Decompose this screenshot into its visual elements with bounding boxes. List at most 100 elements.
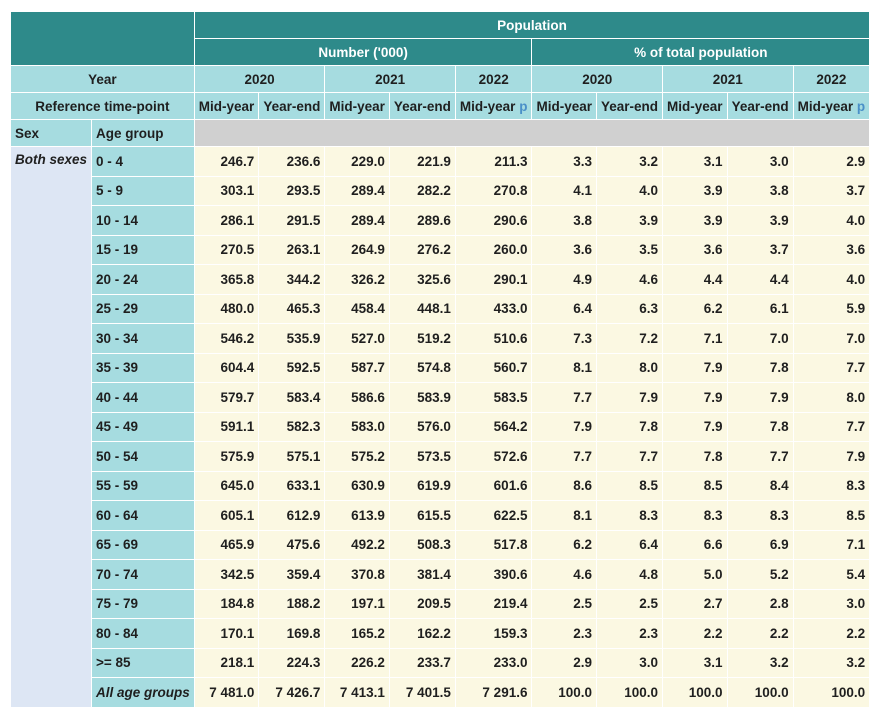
table-row: 70 - 74 342.5 359.4 370.8 381.4 390.6 4.6 4.8 5.… xyxy=(11,560,870,589)
age-group-cell: 30 - 34 xyxy=(92,324,194,353)
percent-cell: 7.9 xyxy=(663,353,727,382)
number-cell: 260.0 xyxy=(455,235,532,264)
number-cell: 575.1 xyxy=(259,442,325,471)
percent-cell: 6.9 xyxy=(727,530,793,559)
number-cell: 169.8 xyxy=(259,619,325,648)
percent-cell: 7.8 xyxy=(663,442,727,471)
number-cell: 291.5 xyxy=(259,206,325,235)
ref-point-label: Mid-year xyxy=(459,98,516,114)
ref-point: Year-end xyxy=(389,93,455,119)
percent-cell: 7.9 xyxy=(532,412,596,441)
number-cell: 433.0 xyxy=(455,294,532,323)
number-cell: 325.6 xyxy=(389,265,455,294)
number-cell: 246.7 xyxy=(194,147,259,176)
ref-point: Year-end xyxy=(259,93,325,119)
number-cell: 226.2 xyxy=(325,648,389,677)
number-cell: 197.1 xyxy=(325,589,389,618)
percent-cell: 4.1 xyxy=(532,176,596,205)
age-group-cell: 80 - 84 xyxy=(92,619,194,648)
percent-cell: 3.0 xyxy=(793,589,870,618)
number-cell: 170.1 xyxy=(194,619,259,648)
number-cell: 619.9 xyxy=(389,471,455,500)
number-cell: 221.9 xyxy=(389,147,455,176)
number-cell: 233.0 xyxy=(455,648,532,677)
percent-cell: 6.3 xyxy=(597,294,663,323)
provisional-flag[interactable]: p xyxy=(856,98,866,114)
number-cell: 458.4 xyxy=(325,294,389,323)
percent-cell: 3.6 xyxy=(793,235,870,264)
percent-cell: 2.3 xyxy=(532,619,596,648)
table-body: Both sexes 0 - 4 246.7 236.6 229.0 221.9 211.3… xyxy=(11,147,870,707)
number-cell: 572.6 xyxy=(455,442,532,471)
table-row: 45 - 49 591.1 582.3 583.0 576.0 564.2 7.9 7.8 7.… xyxy=(11,412,870,441)
corner-header xyxy=(11,12,194,65)
number-cell: 326.2 xyxy=(325,265,389,294)
number-cell: 236.6 xyxy=(259,147,325,176)
number-cell: 276.2 xyxy=(389,235,455,264)
percent-cell: 8.1 xyxy=(532,353,596,382)
percent-cell: 3.1 xyxy=(663,147,727,176)
age-group-cell: 45 - 49 xyxy=(92,412,194,441)
table-row: Both sexes 0 - 4 246.7 236.6 229.0 221.9 211.3… xyxy=(11,147,870,707)
ref-point: Year-end xyxy=(597,93,663,119)
percent-cell: 7.9 xyxy=(597,383,663,412)
percent-cell: 2.2 xyxy=(727,619,793,648)
percent-cell: 7.9 xyxy=(663,383,727,412)
year-label: Year xyxy=(11,66,194,92)
number-cell: 492.2 xyxy=(325,530,389,559)
number-cell: 162.2 xyxy=(389,619,455,648)
number-cell: 508.3 xyxy=(389,530,455,559)
percent-cell: 4.9 xyxy=(532,265,596,294)
number-cell: 264.9 xyxy=(325,235,389,264)
percent-cell: 7.7 xyxy=(532,442,596,471)
number-cell: 7 291.6 xyxy=(455,678,532,707)
percent-cell: 100.0 xyxy=(663,678,727,707)
percent-cell: 3.3 xyxy=(532,147,596,176)
population-header: Population xyxy=(194,12,870,38)
percent-cell: 3.7 xyxy=(793,176,870,205)
age-group-cell: 60 - 64 xyxy=(92,501,194,530)
age-group-cell: All age groups xyxy=(92,678,194,707)
percent-cell: 7.7 xyxy=(793,412,870,441)
percent-cell: 100.0 xyxy=(793,678,870,707)
year-2022-number: 2022 xyxy=(455,66,532,92)
age-group-cell: 25 - 29 xyxy=(92,294,194,323)
provisional-flag[interactable]: p xyxy=(519,98,528,114)
number-cell: 535.9 xyxy=(259,324,325,353)
table-row: 65 - 69 465.9 475.6 492.2 508.3 517.8 6.2 6.4 6.… xyxy=(11,530,870,559)
ref-point: Mid-year xyxy=(663,93,727,119)
table-row: >= 85 218.1 224.3 226.2 233.7 233.0 2.9 3.0 3.1 3… xyxy=(11,648,870,677)
ref-point: Year-end xyxy=(727,93,793,119)
number-cell: 233.7 xyxy=(389,648,455,677)
number-cell: 592.5 xyxy=(259,353,325,382)
number-cell: 289.4 xyxy=(325,206,389,235)
percent-cell: 8.0 xyxy=(597,353,663,382)
number-cell: 510.6 xyxy=(455,324,532,353)
percent-cell: 8.5 xyxy=(793,501,870,530)
percent-cell: 3.0 xyxy=(597,648,663,677)
number-header: Number ('000) xyxy=(194,39,532,65)
percent-cell: 3.6 xyxy=(532,235,596,264)
table-row: 20 - 24 365.8 344.2 326.2 325.6 290.1 4.9 4.6 4.… xyxy=(11,265,870,294)
number-cell: 615.5 xyxy=(389,501,455,530)
number-cell: 7 481.0 xyxy=(194,678,259,707)
age-group-cell: 15 - 19 xyxy=(92,235,194,264)
number-cell: 289.6 xyxy=(389,206,455,235)
percent-cell: 4.4 xyxy=(663,265,727,294)
percent-cell: 6.1 xyxy=(727,294,793,323)
number-cell: 282.2 xyxy=(389,176,455,205)
percent-cell: 7.8 xyxy=(727,412,793,441)
percent-cell: 2.3 xyxy=(597,619,663,648)
number-cell: 209.5 xyxy=(389,589,455,618)
number-cell: 575.9 xyxy=(194,442,259,471)
year-2021-percent: 2021 xyxy=(663,66,793,92)
percent-cell: 8.5 xyxy=(597,471,663,500)
percent-cell: 8.4 xyxy=(727,471,793,500)
number-cell: 224.3 xyxy=(259,648,325,677)
percent-cell: 3.0 xyxy=(727,147,793,176)
number-cell: 583.0 xyxy=(325,412,389,441)
number-cell: 573.5 xyxy=(389,442,455,471)
percent-cell: 6.4 xyxy=(597,530,663,559)
percent-cell: 8.3 xyxy=(793,471,870,500)
table-row: 35 - 39 604.4 592.5 587.7 574.8 560.7 8.1 8.0 7.… xyxy=(11,353,870,382)
